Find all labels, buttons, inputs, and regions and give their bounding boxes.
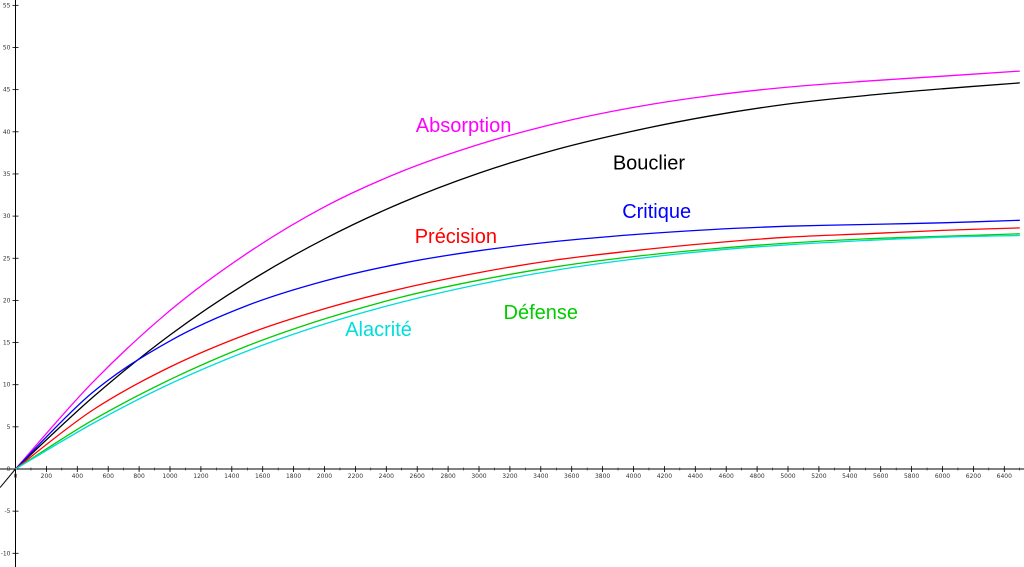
x-tick-label: 5200 — [811, 473, 826, 480]
series-label-precision: Précision — [415, 226, 497, 248]
curve-labels: Absorption Bouclier Critique Précision Défen… — [345, 115, 691, 341]
y-tick-label: -5 — [5, 508, 11, 515]
x-tick-label: 1000 — [162, 473, 177, 480]
series-label-alacrite: Alacrité — [345, 319, 412, 341]
x-tick-label: 1800 — [286, 473, 301, 480]
x-tick-label: 5800 — [904, 473, 919, 480]
series-label-defense: Défense — [504, 302, 579, 324]
x-tick-label: 3400 — [533, 473, 548, 480]
series-line-absorption — [15, 70, 1020, 470]
x-tick-label: 400 — [72, 473, 84, 480]
x-tick-label: 5400 — [842, 473, 857, 480]
y-tick-label: 5 — [7, 424, 11, 431]
y-tick-label: -10 — [1, 550, 11, 557]
x-tick-label: 3800 — [595, 473, 610, 480]
series-label-critique: Critique — [622, 201, 691, 223]
x-tick-label: 1400 — [224, 473, 239, 480]
x-tick-label: 600 — [102, 473, 114, 480]
series-curves — [0, 70, 1020, 488]
series-line-critique — [15, 219, 1020, 470]
x-tick-label: 2400 — [379, 473, 394, 480]
tick-marks: 0 200 400 600 800 1000 1200 1400 1600 1800 2000 220… — [1, 2, 1020, 557]
x-tick-label: 6000 — [935, 473, 950, 480]
x-tick-label: 0 — [14, 473, 18, 480]
x-tick-label: 6400 — [997, 473, 1012, 480]
x-tick-label: 3000 — [471, 473, 486, 480]
x-tick-label: 6200 — [966, 473, 981, 480]
x-tick-label: 4800 — [749, 473, 764, 480]
y-tick-label: 10 — [3, 382, 11, 389]
series-line-bouclier — [15, 82, 1020, 470]
x-tick-label: 2200 — [348, 473, 363, 480]
y-tick-label: 35 — [3, 171, 11, 178]
x-tick-label: 4600 — [719, 473, 734, 480]
series-line-defense — [15, 233, 1020, 470]
y-tick-label: 30 — [3, 213, 11, 220]
x-tick-label: 1200 — [193, 473, 208, 480]
series-line-alacrite — [15, 234, 1020, 470]
series-label-absorption: Absorption — [416, 115, 512, 137]
x-tick-label: 1600 — [255, 473, 270, 480]
x-tick-label: 3200 — [502, 473, 517, 480]
y-tick-label: 50 — [3, 45, 11, 52]
origin-extension — [0, 468, 16, 488]
x-tick-label: 200 — [41, 473, 53, 480]
series-line-precision — [15, 227, 1020, 470]
y-tick-label: 20 — [3, 297, 11, 304]
y-tick-label: 25 — [3, 255, 11, 262]
x-tick-label: 4200 — [657, 473, 672, 480]
y-tick-label: 40 — [3, 129, 11, 136]
x-tick-label: 2600 — [410, 473, 425, 480]
x-tick-label: 5600 — [873, 473, 888, 480]
x-tick-label: 5000 — [780, 473, 795, 480]
x-tick-label: 800 — [133, 473, 145, 480]
y-tick-label: 55 — [3, 2, 11, 9]
series-label-bouclier: Bouclier — [613, 153, 686, 175]
x-tick-label: 4000 — [626, 473, 641, 480]
y-tick-label: 15 — [3, 340, 11, 347]
x-tick-label: 2000 — [317, 473, 332, 480]
x-tick-label: 2800 — [440, 473, 455, 480]
x-tick-label: 4400 — [688, 473, 703, 480]
x-tick-label: 3600 — [564, 473, 579, 480]
y-tick-label: 0 — [7, 466, 11, 473]
y-tick-label: 45 — [3, 87, 11, 94]
